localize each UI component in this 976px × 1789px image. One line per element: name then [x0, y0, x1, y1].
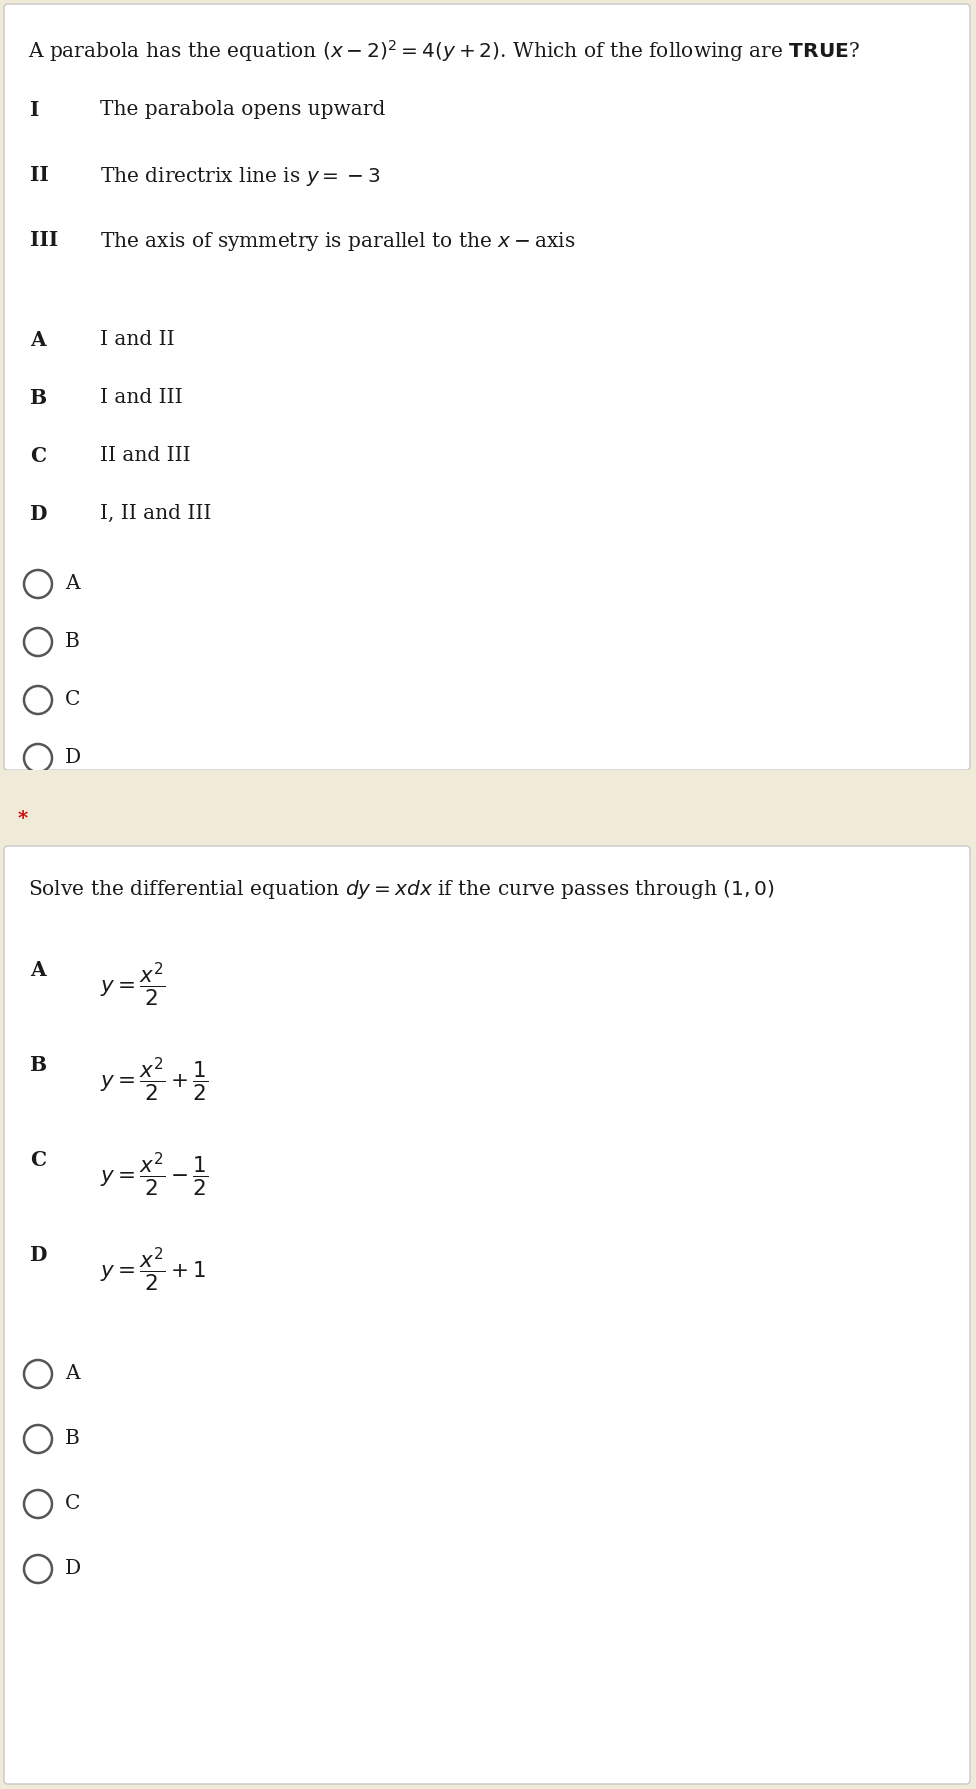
Text: The parabola opens upward: The parabola opens upward: [100, 100, 386, 120]
Text: $y=\dfrac{x^2}{2}-\dfrac{1}{2}$: $y=\dfrac{x^2}{2}-\dfrac{1}{2}$: [100, 1150, 208, 1199]
Circle shape: [24, 1426, 52, 1453]
Text: D: D: [65, 748, 81, 767]
Text: The directrix line is $y=-3$: The directrix line is $y=-3$: [100, 165, 381, 188]
Text: $y=\dfrac{x^2}{2}+\dfrac{1}{2}$: $y=\dfrac{x^2}{2}+\dfrac{1}{2}$: [100, 1056, 208, 1104]
Text: $y=\dfrac{x^2}{2}$: $y=\dfrac{x^2}{2}$: [100, 961, 166, 1007]
Text: C: C: [30, 445, 46, 465]
Text: A: A: [30, 329, 46, 351]
Text: II: II: [30, 165, 49, 184]
Text: A: A: [65, 1363, 80, 1383]
Text: A parabola has the equation $(x-2)^2=4(y+2)$. Which of the following are $\mathb: A parabola has the equation $(x-2)^2=4(y…: [28, 38, 860, 64]
Text: The axis of symmetry is parallel to the $x-$axis: The axis of symmetry is parallel to the …: [100, 231, 575, 252]
Text: I and II: I and II: [100, 329, 175, 349]
Text: $y=\dfrac{x^2}{2}+1$: $y=\dfrac{x^2}{2}+1$: [100, 1245, 206, 1293]
Text: C: C: [65, 691, 80, 708]
Text: B: B: [30, 1056, 47, 1075]
Circle shape: [24, 628, 52, 657]
FancyBboxPatch shape: [4, 846, 970, 1784]
Text: I: I: [30, 100, 39, 120]
Text: D: D: [65, 1558, 81, 1578]
Circle shape: [24, 1360, 52, 1388]
Bar: [0, 769, 976, 841]
Text: C: C: [65, 1494, 80, 1513]
Circle shape: [24, 685, 52, 714]
FancyBboxPatch shape: [4, 4, 970, 769]
Text: D: D: [30, 504, 48, 524]
Text: B: B: [65, 1429, 80, 1447]
Text: *: *: [18, 810, 28, 828]
Text: D: D: [30, 1245, 48, 1265]
Circle shape: [24, 1555, 52, 1583]
Text: C: C: [30, 1150, 46, 1170]
Text: I, II and III: I, II and III: [100, 504, 212, 522]
Text: II and III: II and III: [100, 445, 190, 465]
Text: I and III: I and III: [100, 388, 183, 408]
Text: A: A: [65, 574, 80, 592]
Text: A: A: [30, 961, 46, 980]
Circle shape: [24, 744, 52, 773]
Text: B: B: [65, 632, 80, 651]
Text: Solve the differential equation $dy=xdx$ if the curve passes through $(1,0)$: Solve the differential equation $dy=xdx$…: [28, 878, 775, 902]
Circle shape: [24, 1490, 52, 1519]
Text: III: III: [30, 231, 59, 250]
Text: B: B: [30, 388, 47, 408]
Circle shape: [24, 571, 52, 598]
